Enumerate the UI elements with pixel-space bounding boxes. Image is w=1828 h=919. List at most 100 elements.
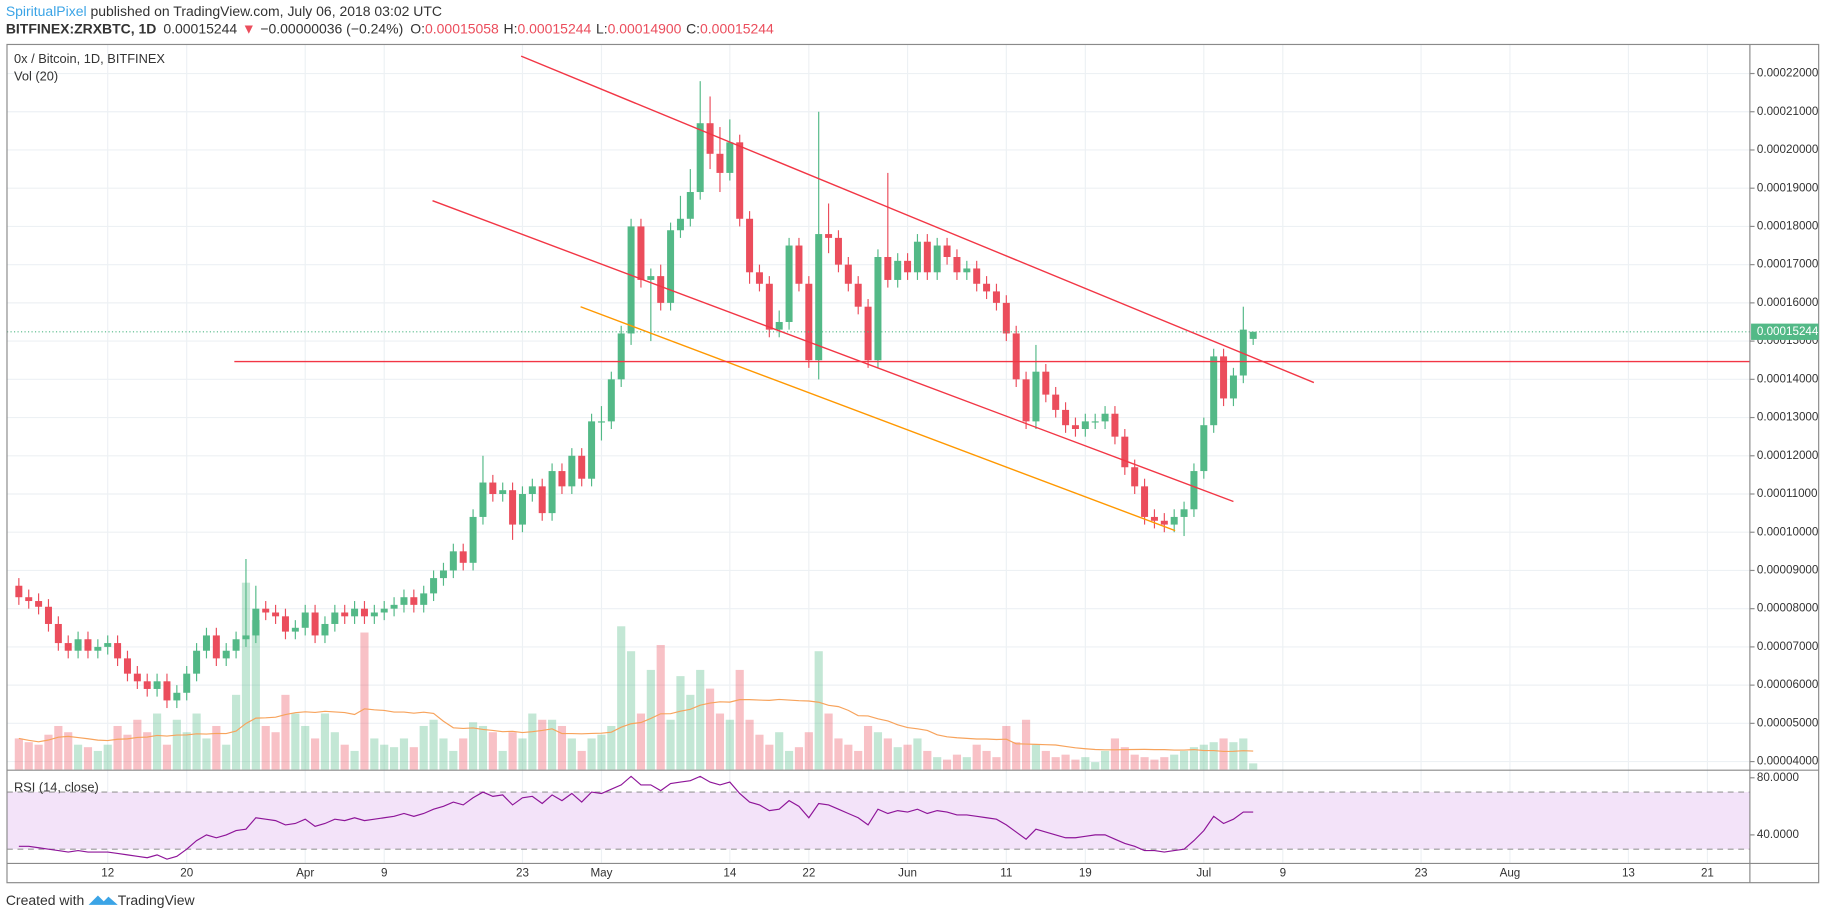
candle-body	[943, 245, 951, 258]
candle-body	[44, 606, 52, 624]
candle-body	[765, 283, 773, 330]
volume-bar	[1031, 744, 1041, 770]
volume-bar	[1012, 742, 1021, 770]
candle-body	[291, 627, 299, 632]
x-tick-label: 21	[1701, 866, 1714, 879]
created-with: Created with	[6, 892, 84, 908]
volume-bar	[123, 734, 132, 770]
symbol-line: BITFINEX:ZRXBTC, 1D 0.00015244 ▼ −0.0000003…	[6, 20, 774, 36]
candle-body	[173, 692, 181, 701]
frame	[6, 43, 1820, 884]
candle-body	[509, 490, 517, 525]
volume-bar	[1120, 747, 1129, 770]
candle-body	[242, 635, 250, 640]
candle-body	[913, 241, 921, 273]
volume-bar	[192, 713, 201, 770]
rsi-tick-label: 40.0000	[1757, 828, 1800, 841]
volume-bar	[212, 725, 221, 770]
volume-bar	[508, 732, 517, 770]
volume-bar	[459, 738, 468, 770]
volume-bar	[1021, 719, 1031, 770]
c: 0.00015244	[700, 20, 774, 36]
volume-bar	[557, 725, 567, 770]
candle-body	[627, 226, 635, 334]
volume-bar	[1199, 744, 1208, 770]
candle-body	[864, 306, 872, 361]
volume-bar	[834, 738, 843, 770]
candle-body	[1121, 436, 1129, 468]
candle-body	[1032, 371, 1040, 422]
volume-bar	[1091, 762, 1100, 770]
volume-bar	[913, 738, 922, 770]
candle-body	[35, 601, 43, 607]
candle-body	[222, 650, 230, 659]
volume-bar	[893, 747, 902, 770]
candle-body	[1062, 409, 1070, 426]
volume-bar	[725, 719, 734, 770]
candle-body	[548, 471, 556, 514]
candle-body	[420, 593, 428, 605]
candle-body	[430, 578, 438, 594]
candle-body	[54, 623, 62, 644]
candle-body	[74, 639, 82, 651]
last-price-box	[1751, 323, 1819, 340]
volume-bar	[1160, 757, 1169, 770]
rsi-tick-label: 80.0000	[1757, 771, 1800, 784]
candle-body	[894, 260, 902, 280]
volume-bar	[1041, 750, 1050, 770]
volume-bar	[814, 651, 823, 770]
volume-bar	[548, 719, 557, 770]
volume-bar	[923, 750, 932, 770]
candle-body	[963, 268, 971, 273]
h: 0.00015244	[517, 20, 591, 36]
x-tick-label: 19	[1079, 866, 1092, 879]
publish-line: SpiritualPixel published on TradingView.…	[6, 3, 442, 19]
volume-bar	[261, 725, 270, 770]
candle-body	[686, 192, 694, 219]
y-tick-label: 0.00010000	[1757, 525, 1819, 538]
y-tick-label: 0.00022000	[1757, 67, 1819, 80]
volume-bar	[1189, 747, 1199, 770]
candle-body	[1042, 371, 1050, 395]
candle-body	[1111, 413, 1119, 437]
rsi-line	[18, 775, 1254, 860]
candle-body	[360, 608, 368, 617]
candle-body	[795, 245, 803, 284]
volume-bar	[755, 734, 764, 770]
c-label: C:	[686, 20, 700, 36]
chart-border	[6, 43, 1820, 884]
volume-bar	[666, 719, 675, 770]
candle-body	[232, 639, 240, 651]
candle-body	[805, 283, 813, 361]
arrow: ▼	[242, 20, 256, 36]
volume-bar	[735, 669, 744, 770]
x-tick-label: 23	[1415, 866, 1428, 879]
volume-bar	[765, 744, 774, 770]
candle-body	[439, 570, 447, 579]
symbol: BITFINEX:ZRXBTC, 1D	[6, 20, 157, 36]
volume-bar	[222, 744, 231, 770]
candle-body	[499, 490, 507, 495]
volume-bar	[992, 757, 1001, 770]
candle-body	[64, 643, 72, 651]
volume-bar	[301, 725, 310, 770]
candle-body	[1160, 520, 1168, 525]
candle-body	[301, 612, 309, 628]
volume-bar	[626, 651, 636, 770]
candle-body	[15, 585, 23, 598]
candle-body	[370, 612, 378, 617]
brand[interactable]: TradingView	[118, 892, 196, 908]
candle-body	[143, 681, 151, 689]
candle-body	[983, 283, 991, 292]
volume-bar	[350, 750, 359, 770]
volume-bar	[528, 713, 537, 770]
candle-body	[558, 471, 566, 487]
volume-bar	[982, 750, 991, 770]
candle-body	[1141, 486, 1149, 517]
author[interactable]: SpiritualPixel	[6, 3, 87, 19]
volume-bar	[942, 759, 952, 770]
candle-body	[84, 639, 92, 651]
candle-body	[825, 234, 833, 238]
volume-bar	[775, 732, 784, 770]
volume-bar	[330, 732, 339, 770]
